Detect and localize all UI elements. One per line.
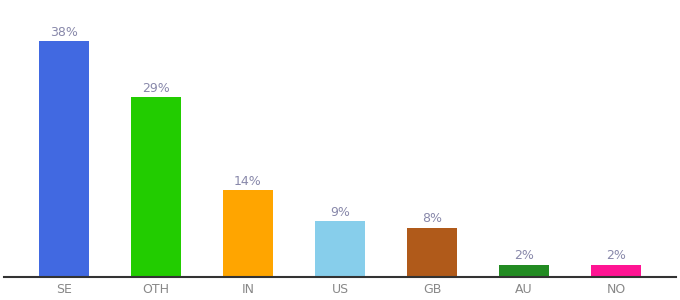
- Text: 2%: 2%: [606, 249, 626, 262]
- Bar: [315, 221, 365, 277]
- Text: 9%: 9%: [330, 206, 350, 219]
- Bar: [498, 265, 549, 277]
- Text: 29%: 29%: [142, 82, 170, 95]
- Bar: [39, 41, 89, 277]
- Text: 2%: 2%: [514, 249, 534, 262]
- Bar: [131, 97, 182, 277]
- Text: 8%: 8%: [422, 212, 442, 225]
- Text: 38%: 38%: [50, 26, 78, 39]
- Text: 14%: 14%: [234, 175, 262, 188]
- Bar: [591, 265, 641, 277]
- Bar: [222, 190, 273, 277]
- Bar: [407, 228, 458, 277]
